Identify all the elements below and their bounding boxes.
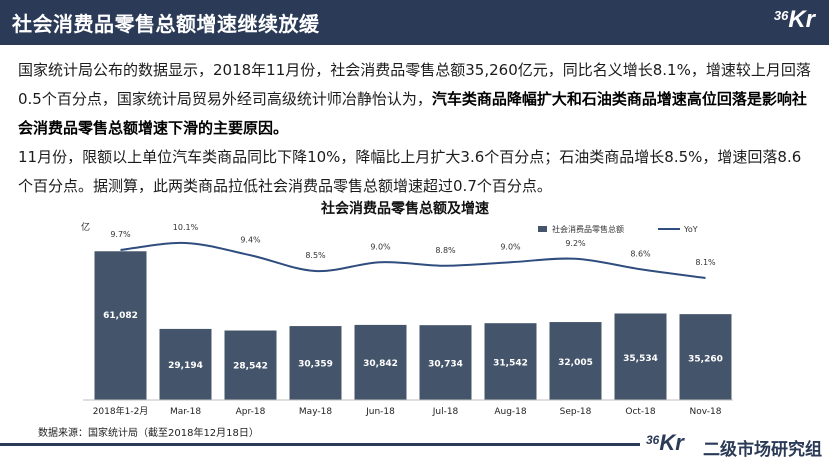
x-tick-label: May-18 [299, 407, 332, 417]
bar [289, 326, 342, 400]
paragraph-summary: 国家统计局公布的数据显示，2018年11月份，社会消费品零售总额35,260亿元… [18, 56, 814, 143]
data-source-note: 数据来源：国家统计局（截至2018年12月18日） [38, 428, 259, 439]
legend: 社会消费品零售总额 YoY [538, 224, 698, 234]
bar [419, 325, 472, 400]
yoy-value-label: 9.0% [370, 242, 391, 251]
yoy-value-label: 9.7% [110, 230, 131, 239]
bar-value-label: 30,359 [298, 360, 333, 370]
yoy-value-label: 9.4% [240, 235, 261, 244]
footer-team-name: 二级市场研究组 [703, 440, 822, 460]
chart-title: 社会消费品零售总额及增速 [320, 200, 489, 217]
bar [94, 251, 147, 400]
x-tick-label: Nov-18 [689, 407, 721, 417]
yoy-line [120, 241, 706, 279]
logo-letters: Kr [788, 6, 815, 33]
bar-value-label: 31,542 [493, 358, 528, 368]
bar [224, 330, 277, 400]
bar-value-label: 30,734 [428, 359, 463, 369]
footer-36kr-logo: 36Kr [646, 430, 684, 456]
yoy-value-label: 8.1% [695, 258, 716, 267]
yoy-value-label: 8.6% [630, 249, 651, 258]
x-tick-label: Oct-18 [625, 407, 656, 417]
paragraph-text: 11月份，限额以上单位汽车类商品同比下降10%，降幅比上月扩大3.6个百分点；石… [18, 148, 802, 195]
x-axis-tick-labels: 2018年1-2月 Mar-18 Apr-18 May-18 Jun-18 Jul-18 A… [93, 405, 722, 417]
legend-bar-swatch [538, 226, 547, 232]
x-tick-label: Mar-18 [170, 407, 201, 417]
bar [484, 323, 537, 400]
yoy-value-label: 8.5% [305, 251, 326, 260]
bar-series [94, 251, 732, 400]
retail-sales-chart: 社会消费品零售总额及增速 亿 社会消费品零售总额 YoY 61,082 29,19… [81, 200, 733, 417]
yoy-value-label: 9.2% [565, 239, 586, 248]
yoy-value-label: 10.1% [173, 223, 199, 232]
x-tick-label: 2018年1-2月 [93, 405, 149, 417]
paragraph-bold-text: 汽车类商品降幅扩大和石油类商品增速高位回落是影响社会消费品零售总额增速下滑的主要… [18, 90, 807, 137]
footer-logo-letters: Kr [659, 430, 684, 455]
bar-value-label: 61,082 [103, 311, 138, 321]
bar [549, 322, 602, 400]
paragraph-text: 国家统计局公布的数据显示，2018年11月份，社会消费品零售总额35,260亿元… [18, 61, 811, 108]
yoy-value-label: 8.8% [435, 246, 456, 255]
bar-value-label: 35,534 [623, 354, 658, 364]
x-tick-label: Apr-18 [236, 407, 266, 417]
y-unit-label: 亿 [81, 221, 90, 233]
paragraph-detail: 11月份，限额以上单位汽车类商品同比下降10%，降幅比上月扩大3.6个百分点；石… [18, 143, 814, 201]
footer-divider [0, 443, 640, 446]
bar-value-label: 29,194 [168, 361, 203, 371]
bar [159, 328, 212, 400]
x-tick-label: Aug-18 [494, 407, 527, 417]
bar-value-label: 28,542 [233, 362, 268, 372]
bar [354, 324, 407, 400]
x-tick-label: Jun-18 [365, 407, 395, 417]
header-bar: 社会消费品零售总额增速继续放缓 36Kr [0, 0, 829, 45]
bar [614, 313, 667, 400]
bar-value-label: 35,260 [688, 354, 723, 364]
footer-logo-number: 36 [646, 433, 660, 447]
bar-value-labels: 61,082 29,194 28,542 30,359 30,842 30,734 31,5… [103, 311, 723, 372]
x-tick-label: Jul-18 [432, 407, 459, 417]
yoy-value-label: 9.0% [500, 242, 521, 251]
bar [679, 314, 732, 400]
page-title: 社会消费品零售总额增速继续放缓 [12, 12, 320, 36]
legend-bar-label: 社会消费品零售总额 [552, 224, 624, 234]
36kr-logo: 36Kr [774, 6, 815, 34]
legend-line-label: YoY [683, 225, 698, 234]
logo-number: 36 [773, 8, 789, 23]
x-tick-label: Sep-18 [560, 407, 592, 417]
bar-value-label: 32,005 [558, 358, 593, 368]
bar-value-label: 30,842 [363, 359, 398, 369]
yoy-value-labels: 9.7% 10.1% 9.4% 8.5% 9.0% 8.8% 9.0% 9.2% 8.6% 8.1… [110, 223, 716, 267]
